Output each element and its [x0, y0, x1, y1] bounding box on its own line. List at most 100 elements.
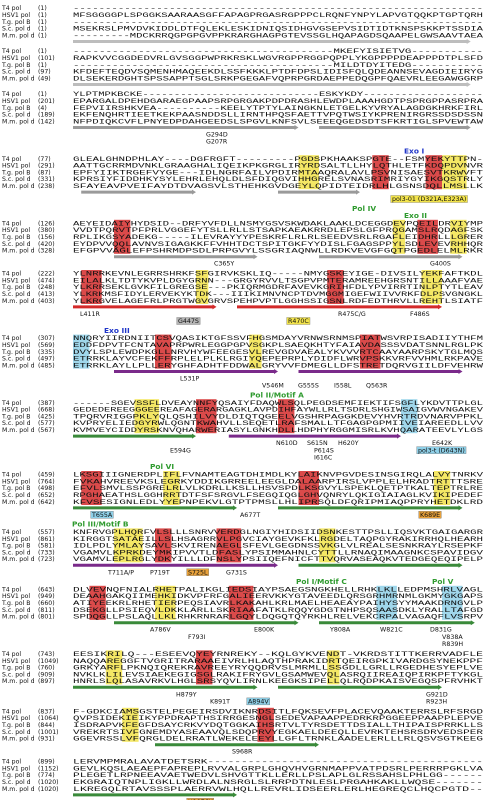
sequence-name: T.g. pol B: [1, 413, 31, 420]
domain-label: Pol III/Motif B: [72, 520, 129, 529]
annotation: Exo I: [404, 146, 424, 155]
annotation: G400S: [430, 261, 451, 268]
annotation: G294D: [206, 132, 228, 139]
sequence-start: (425): [38, 413, 55, 420]
sequence: KVPRYELIEDGYRWLQGNTKWAHVLLSEQETLRAFSMALL…: [73, 420, 483, 427]
sequence-name: S.c. pol d: [2, 356, 31, 363]
annotation: H1076Y: [186, 798, 214, 800]
sequence-name: M.m. pol d: [2, 75, 35, 82]
annotation: V546M: [262, 383, 284, 390]
sequence: EPARGALDPEHDGARAEGPAAPSRPGRGAKPDPDRASHLE…: [73, 98, 483, 105]
sequence-start: (387): [38, 400, 55, 407]
sequence-start: (557): [38, 529, 55, 536]
annotation: Pol V: [432, 577, 454, 586]
domain-label: Pol V: [432, 577, 454, 586]
sequence-name: M.m. pol d: [2, 298, 35, 305]
sequence-name: HSV1 pol: [2, 536, 30, 543]
sequence-name: HSV1 pol: [2, 98, 30, 105]
residue-highlight: [228, 585, 254, 620]
sequence: DSEKGLLPSIEQVLDKKLARLLSKRIAAFATKLRQQYGDG…: [73, 607, 483, 614]
residue-highlight: [298, 155, 319, 190]
sequence-name: T.g. pol B: [1, 234, 31, 241]
sequence-name: S.c. pol d: [2, 549, 31, 556]
structure-arrow: [73, 304, 217, 310]
sequence-start: (291): [38, 163, 55, 170]
annotation: F486S: [410, 311, 430, 318]
mutation-label: R470C: [288, 318, 309, 325]
mutation-label: D831G: [430, 627, 452, 634]
annotation: V838A: [442, 634, 463, 641]
sequence: TPQRVRIGGPKLYQLQSHILVYDLDIQTQGEELVGSHRPA…: [73, 413, 483, 420]
sequence-start: (498): [38, 485, 55, 492]
sequence: NAQQAREGGFTVGRITRARAAEIVRLHLAQTHPRAKIDRT…: [73, 658, 483, 665]
mutation-label: G447S: [178, 318, 199, 325]
mutation-label: pol3-t (D643N): [418, 447, 465, 454]
mutation-label: E800K: [254, 627, 275, 634]
annotation: T655A: [90, 511, 114, 519]
mutation-label: Y808A: [329, 627, 351, 634]
sequence: DLSEKERDGHTSPSSAPPTSGLSRKPGEGAFVQPRPGRDA…: [73, 75, 483, 82]
sequence-name: T.g. pol B: [1, 284, 31, 291]
structure-arrow: [114, 369, 278, 374]
sequence: ----------------------------------------…: [73, 5, 483, 12]
structure-arrow: [114, 620, 299, 626]
mutation-label: H879Y: [176, 691, 197, 698]
annotation: E594G: [170, 447, 191, 454]
residue-highlight: [433, 471, 451, 505]
mutation-label: S615N: [307, 440, 328, 447]
sequence: EFGPVVAGLEFPSHRMDPSDLPRPGVYLSSGRIAQNWLLR…: [73, 248, 483, 255]
structure-arrow: [73, 39, 471, 44]
sequence-name: HSV1 pol: [2, 55, 30, 62]
structure-arrow: [81, 189, 196, 195]
residue-highlight: [257, 707, 274, 742]
sequence-name: M.m. pol d: [2, 32, 35, 39]
sequence: EESIKRILQ---ESEEVQYEYRNREKY--KQLGYKVENDT…: [73, 651, 483, 658]
sequence: VREKRTSIVFGNEMDYASEAAVQLSDQPRVYEGKAELDEE…: [73, 729, 483, 736]
annotation: E800K: [254, 627, 275, 634]
sequence: GEVLKQSLAEAEPFAPREPLRVVALGRPLGHQVHVGRNMA…: [73, 765, 483, 772]
sequence: DEAAHGAKQIIMEHKIDKVPFRFGALIEERVKKYGTAVEE…: [73, 593, 483, 600]
sequence-start: (97): [38, 69, 51, 76]
sequence-start: (1020): [38, 786, 59, 793]
sequence-name: T4 pol: [1, 759, 21, 766]
sequence: ------SGEVSSFLDVEAYNNFYQSAIYFDAQWLSQLPEG…: [73, 400, 483, 407]
residue-highlight: [81, 270, 102, 304]
sequence-name: T4 pol: [1, 400, 21, 407]
annotation: R470C: [286, 317, 311, 325]
sequence-start: (189): [38, 112, 55, 119]
sequence-start: (238): [38, 183, 55, 190]
annotation: G921D: [426, 691, 448, 698]
annotation: Pol I/Motif C: [296, 577, 347, 586]
annotation: S615N: [307, 440, 328, 447]
annotation: E642K: [432, 440, 453, 447]
structure-arrow: [278, 505, 463, 511]
sequence-name: M.m. pol d: [2, 248, 35, 255]
sequence-name: T.g. pol B: [1, 772, 31, 779]
annotation: C365Y: [214, 261, 234, 268]
sequence-name: T4 pol: [1, 708, 21, 715]
sequence-start: (77): [38, 156, 51, 163]
structure-arrow: [278, 684, 442, 690]
mutation-label: pol3-01 (D321A,E323A): [392, 196, 466, 203]
sequence-start: (1): [38, 5, 47, 12]
sequence-name: S.c. pol d: [2, 176, 31, 183]
sequence-name: S.c. pol d: [2, 779, 31, 786]
sequence-start: (331): [38, 176, 55, 183]
annotation: Exo III: [104, 326, 130, 335]
annotation: L411R: [80, 311, 101, 318]
sequence: YLNRRKEVNLEGRRSHRKFSFGIRVKSKLIQ-----NMYG…: [73, 271, 483, 278]
annotation: A786V: [150, 627, 171, 634]
sequence-start: (774): [38, 772, 55, 779]
mutation-label: A894V: [248, 699, 269, 706]
sequence: KVMVEYCIDDYRSKNVQHARWERIASYLGNKHDLLHDPHY…: [73, 427, 483, 434]
sequence-start: (1): [38, 32, 47, 39]
mutation-label: F486S: [410, 311, 430, 318]
mutation-label: G400S: [430, 261, 451, 268]
sequence-name: T.g. pol B: [1, 62, 31, 69]
annotation: H620Y: [338, 440, 359, 447]
sequence-name: M.m. pol d: [2, 183, 35, 190]
residue-highlight: [360, 334, 381, 369]
annotation: K689E: [418, 511, 442, 519]
label-box: [176, 317, 201, 325]
